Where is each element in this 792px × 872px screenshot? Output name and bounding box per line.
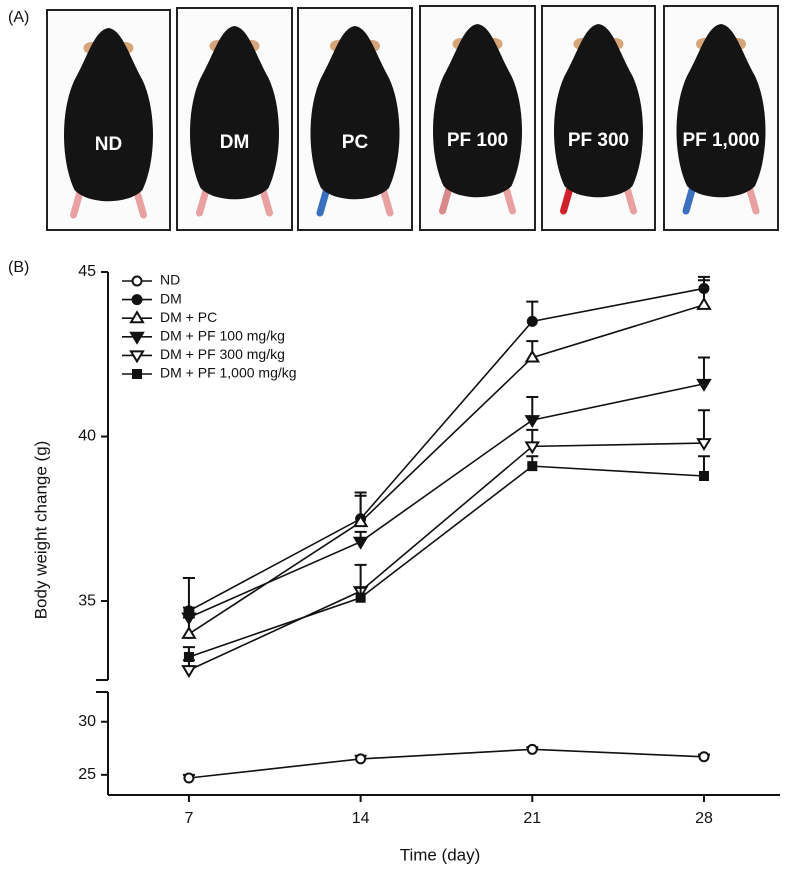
mouse-label: PF 1,000	[682, 130, 759, 151]
mouse-photo: PC	[297, 7, 413, 231]
marker	[526, 315, 538, 327]
mouse-body	[190, 26, 279, 200]
y-tick-label: 40	[78, 428, 96, 445]
marker	[181, 612, 197, 626]
panel-label: (B)	[8, 259, 29, 276]
mouse-body	[64, 28, 153, 202]
legend-label: DM	[160, 290, 182, 306]
marker	[698, 471, 709, 481]
error-bar	[697, 409, 710, 444]
y-tick-label: 45	[78, 263, 96, 280]
legend-marker	[129, 310, 145, 324]
marker	[527, 461, 538, 472]
marker	[181, 665, 197, 679]
legend-marker	[129, 350, 145, 364]
mouse-label: DM	[220, 132, 250, 153]
legend-marker	[131, 275, 143, 287]
legend-label: ND	[160, 272, 180, 288]
mouse-body	[676, 24, 766, 198]
legend-marker	[129, 331, 145, 345]
legend-label: DM + PF 100 mg/kg	[160, 328, 285, 344]
marker	[183, 772, 195, 784]
marker	[696, 378, 712, 392]
x-tick-label: 14	[352, 810, 370, 827]
legend-marker	[132, 369, 142, 379]
mouse-photo: PF 100	[419, 5, 536, 231]
x-tick-label: 7	[184, 810, 193, 827]
x-tick-label: 28	[695, 810, 713, 827]
mouse-body	[310, 26, 400, 200]
mouse-body	[554, 24, 643, 198]
marker	[183, 651, 194, 662]
y-tick-label: 25	[78, 766, 96, 783]
series-line	[188, 465, 705, 658]
y-axis-title: Body weight change (g)	[31, 441, 50, 620]
x-tick-label: 21	[523, 810, 541, 827]
panel-label: (A)	[8, 9, 29, 26]
mouse-body	[433, 24, 522, 198]
marker	[524, 415, 541, 429]
marker	[355, 592, 366, 603]
mouse-photo: PF 1,000	[663, 5, 779, 231]
marker	[696, 438, 712, 452]
marker	[698, 751, 710, 763]
marker	[181, 625, 197, 639]
legend-label: DM + PF 300 mg/kg	[160, 346, 285, 362]
mouse-photo: DM	[176, 7, 293, 231]
y-tick-label: 30	[78, 713, 96, 730]
mouse-label: PC	[342, 132, 369, 153]
mouse-photo: ND	[46, 9, 171, 231]
marker	[524, 349, 541, 363]
marker	[526, 743, 538, 755]
legend-marker	[131, 294, 143, 306]
marker	[355, 753, 367, 765]
marker	[352, 514, 369, 528]
legend-label: DM + PC	[160, 309, 217, 325]
series-line	[188, 287, 705, 612]
marker	[696, 296, 712, 310]
marker	[352, 536, 369, 550]
mouse-label: ND	[95, 134, 122, 155]
mouse-label: PF 300	[568, 130, 629, 151]
mouse-label: PF 100	[447, 130, 508, 151]
marker	[524, 441, 541, 455]
x-axis-title: Time (day)	[400, 845, 481, 864]
y-tick-label: 35	[78, 592, 96, 609]
series-line	[188, 442, 704, 671]
series-line	[188, 383, 705, 619]
mouse-photo: PF 300	[541, 5, 656, 231]
legend-label: DM + PF 1,000 mg/kg	[160, 365, 297, 381]
series-line	[188, 748, 705, 779]
series-line	[188, 304, 705, 635]
